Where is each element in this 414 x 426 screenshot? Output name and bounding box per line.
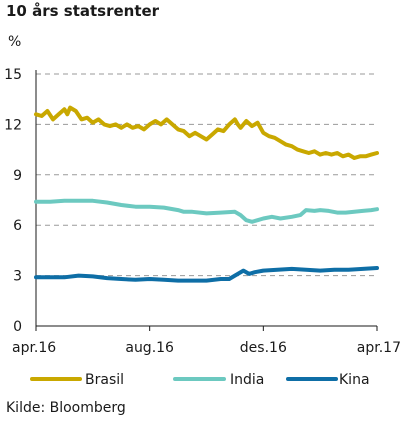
x-axis: apr.16 aug.16 des.16 apr.17 — [12, 325, 401, 356]
line-chart: 0 3 6 9 12 15 apr.16 aug.16 des.16 apr.17 Brasil… — [4, 67, 401, 388]
series-lines — [34, 105, 379, 283]
y-axis: 0 3 6 9 12 15 — [4, 67, 37, 335]
y-tick-label: 3 — [13, 269, 22, 285]
x-tick-label: des.16 — [240, 340, 287, 356]
gridlines — [36, 73, 377, 277]
x-tick-label: apr.17 — [357, 340, 401, 356]
y-tick-label: 15 — [4, 67, 22, 83]
legend-label-kina: Kina — [339, 372, 370, 388]
legend-label-india: India — [230, 372, 264, 388]
series-line-india — [34, 198, 379, 224]
legend: Brasil India Kina — [30, 372, 370, 388]
series-line-brasil — [34, 105, 379, 160]
x-tick-label: apr.16 — [12, 340, 56, 356]
series-line-kina — [34, 266, 379, 283]
x-tick-label: aug.16 — [125, 340, 174, 356]
y-tick-label: 6 — [13, 218, 22, 234]
source-note: Kilde: Bloomberg — [6, 400, 126, 416]
y-unit-label: % — [8, 34, 22, 50]
y-tick-label: 0 — [13, 319, 22, 335]
y-tick-label: 9 — [13, 168, 22, 184]
y-tick-label: 12 — [4, 117, 22, 133]
legend-label-brasil: Brasil — [85, 372, 124, 388]
chart-title: 10 års statsrenter — [6, 2, 160, 20]
